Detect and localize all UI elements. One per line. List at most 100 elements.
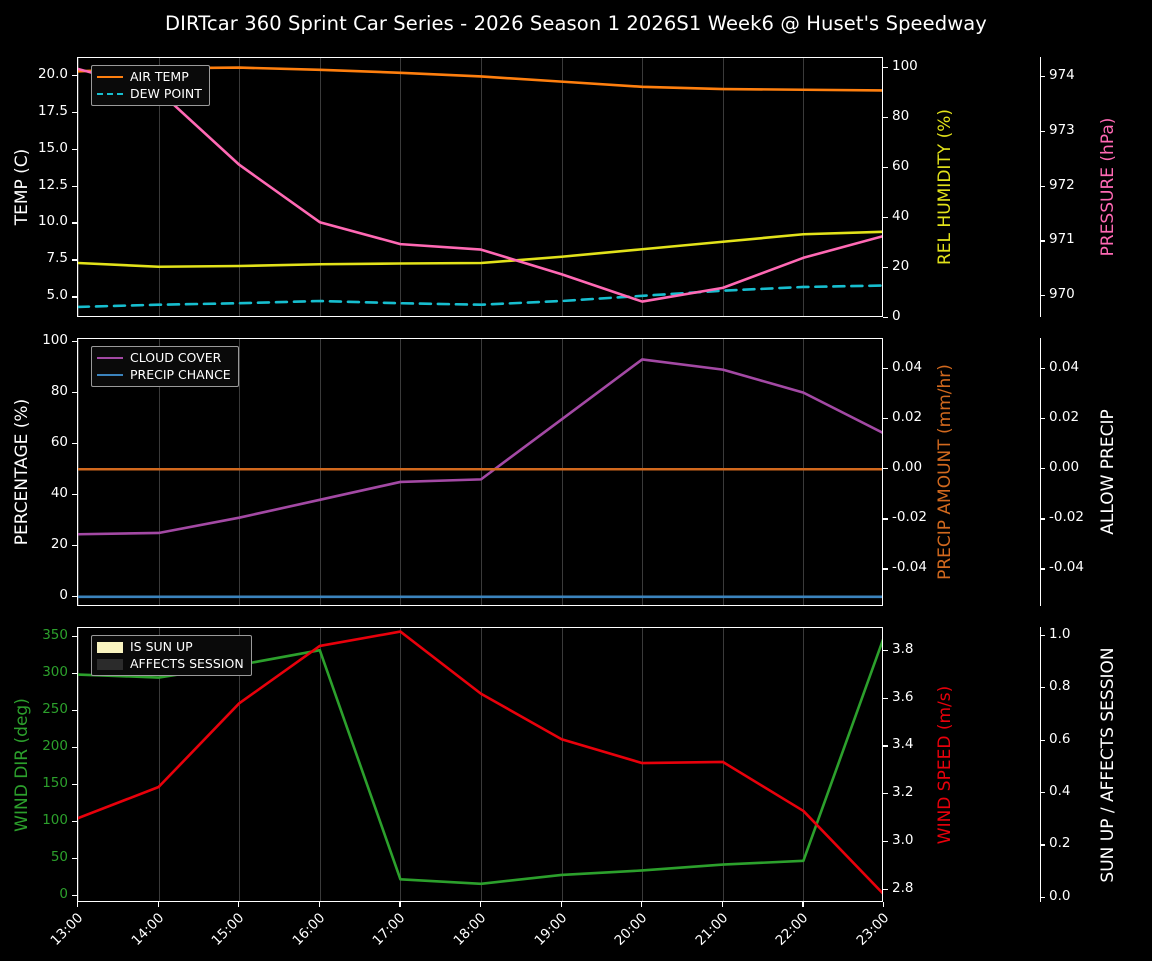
axis-tick-mark — [1040, 634, 1045, 637]
gridline-vertical — [803, 58, 805, 316]
x-axis-tick-mark — [399, 902, 401, 907]
axis-label-2-right2: SUN UP / AFFECTS SESSION — [1098, 646, 1118, 883]
axis-tick-mark — [883, 745, 888, 747]
axis-tick-mark — [1040, 130, 1045, 133]
gridline-vertical — [319, 58, 321, 316]
axis-tick-label: 2.8 — [892, 879, 914, 896]
legend-item: AIR TEMP — [97, 70, 202, 84]
axis-tick-label: 0.00 — [1049, 459, 1080, 476]
axis-tick-mark — [72, 493, 77, 495]
gridline-vertical — [319, 339, 321, 605]
axis-tick-mark — [72, 74, 77, 76]
legend-label: AIR TEMP — [130, 68, 189, 84]
axis-tick-label: 971 — [1049, 231, 1075, 248]
axis-tick-mark — [883, 568, 888, 570]
axis-tick-mark — [883, 217, 888, 219]
axis-tick-mark — [72, 391, 77, 393]
axis-tick-mark — [1040, 418, 1045, 420]
axis-tick-mark — [72, 111, 77, 113]
gridline-vertical — [78, 339, 79, 605]
axis-tick-label: 40 — [892, 208, 910, 224]
axis-tick-label: 0 — [892, 308, 901, 324]
gridline-vertical — [481, 628, 482, 901]
axis-tick-label: -0.04 — [892, 559, 927, 576]
gridline-vertical — [400, 58, 402, 316]
axis-tick-label: 0.04 — [1049, 359, 1080, 376]
axis-tick-mark — [72, 340, 77, 342]
axis-tick-label: 973 — [1049, 121, 1075, 138]
axis-tick-label: 3.6 — [892, 688, 914, 705]
axis-label-1-right1: PRECIP AMOUNT (mm/hr) — [935, 364, 955, 580]
axis-tick-mark — [883, 67, 888, 69]
axis-tick-label: 100 — [42, 811, 68, 828]
axis-tick-mark — [72, 148, 77, 150]
axis-tick-mark — [1040, 240, 1045, 242]
axis-label-0-right1: REL HUMIDITY (%) — [935, 108, 955, 266]
axis-tick-mark — [883, 841, 888, 843]
gridline-vertical — [561, 628, 563, 901]
axis-tick-label: 0.02 — [892, 409, 923, 426]
axis-tick-mark — [72, 595, 77, 597]
gridline-vertical — [642, 628, 644, 901]
legend-swatch — [97, 641, 123, 653]
axis-tick-mark — [72, 259, 77, 261]
axis-tick-label: 150 — [42, 774, 68, 791]
axis-tick-label: 250 — [42, 700, 68, 717]
gridline-vertical — [642, 58, 644, 316]
axis-tick-label: 15.0 — [37, 139, 68, 156]
weather-panel-legend: AIR TEMP DEW POINT — [91, 65, 210, 106]
axis-tick-mark — [883, 117, 888, 119]
axis-tick-label: -0.04 — [1049, 559, 1084, 576]
series-line-cloud-cover — [78, 358, 882, 536]
axis-tick-mark — [1040, 185, 1045, 187]
series-line-rel-humidity — [78, 230, 882, 269]
gridline-vertical — [642, 339, 644, 605]
axis-tick-label: 350 — [42, 626, 68, 643]
axis-tick-mark — [883, 518, 888, 520]
axis-tick-mark — [883, 418, 888, 420]
x-axis-tick-mark — [721, 902, 723, 907]
axis-tick-label: 3.4 — [892, 736, 914, 753]
x-axis-tick-mark — [77, 902, 79, 907]
axis-tick-mark — [72, 820, 77, 822]
axis-tick-label: 0.8 — [1049, 678, 1071, 695]
axis-tick-label: 20.0 — [37, 65, 68, 82]
gridline-vertical — [561, 339, 563, 605]
page-title: DIRTcar 360 Sprint Car Series - 2026 Sea… — [165, 12, 987, 35]
axis-tick-label: 0.00 — [892, 459, 923, 476]
axis-tick-label: 80 — [892, 108, 910, 124]
series-line-air-temp — [78, 66, 882, 92]
gridline-vertical — [158, 339, 160, 605]
gridline-vertical — [78, 628, 79, 901]
x-axis-tick-label: 15:00 — [208, 910, 248, 949]
x-axis-tick-mark — [560, 902, 562, 907]
axis-tick-mark — [1040, 468, 1045, 470]
x-axis-tick-mark — [883, 902, 885, 907]
axis-tick-mark — [72, 222, 77, 224]
legend-item: PRECIP CHANCE — [97, 368, 231, 382]
axis-tick-mark — [883, 649, 888, 651]
legend-item: IS SUN UP — [97, 640, 244, 654]
axis-tick-label: -0.02 — [1049, 509, 1084, 526]
cloud-precip-panel-legend: CLOUD COVER PRECIP CHANCE — [91, 346, 239, 387]
axis-tick-label: 50 — [50, 848, 68, 865]
axis-tick-mark — [72, 894, 77, 896]
axis-tick-label: 0.4 — [1049, 783, 1071, 799]
axis-tick-mark — [883, 167, 888, 169]
gridline-vertical — [400, 339, 402, 605]
axis-tick-mark — [883, 317, 888, 319]
axis-tick-mark — [1040, 368, 1045, 370]
legend-line — [97, 76, 123, 78]
legend-swatch — [97, 658, 123, 670]
legend-item: CLOUD COVER — [97, 351, 231, 365]
axis-tick-mark — [72, 857, 77, 859]
axis-tick-label: 0.0 — [1049, 887, 1071, 904]
cloud-precip-panel-plot-area — [77, 338, 883, 606]
axis-tick-label: -0.02 — [892, 509, 927, 526]
gridline-vertical — [803, 339, 805, 605]
x-axis-tick-label: 20:00 — [611, 910, 651, 949]
axis-tick-mark — [883, 368, 888, 370]
axis-tick-mark — [72, 296, 77, 298]
axis-tick-mark — [1040, 687, 1045, 689]
